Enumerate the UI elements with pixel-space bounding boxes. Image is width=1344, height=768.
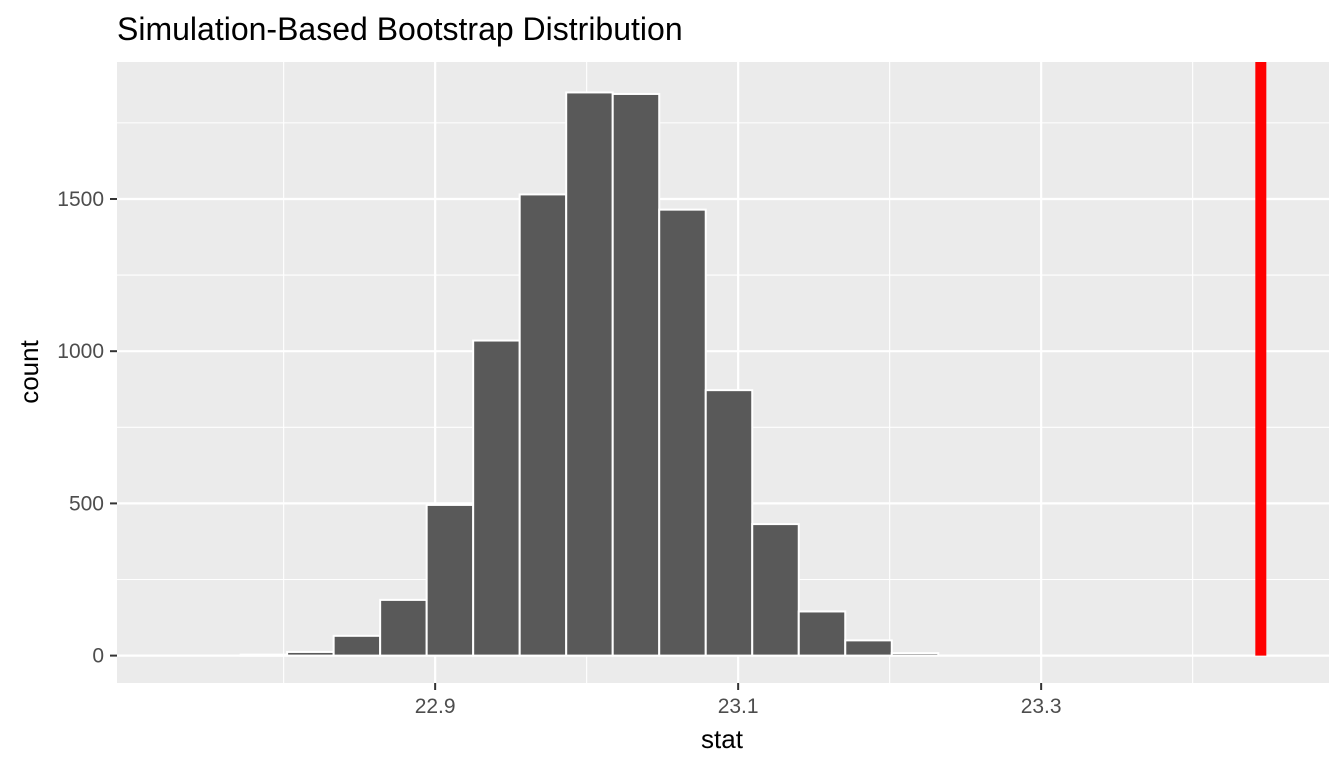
histogram-bar <box>518 193 568 657</box>
histogram-bar <box>704 389 754 657</box>
y-axis: 0 500 1000 1500 <box>57 188 117 668</box>
histogram-bar <box>379 598 428 657</box>
histogram-bar <box>751 523 800 657</box>
x-tick-label: 23.1 <box>718 695 759 718</box>
histogram-bar <box>890 652 940 657</box>
histogram-bar <box>611 92 661 657</box>
histogram-bar <box>332 634 382 657</box>
y-axis-label: count <box>14 339 44 403</box>
histogram-bar <box>239 653 289 657</box>
histogram-bar <box>565 91 614 657</box>
histogram-bar <box>425 503 475 657</box>
y-tick-label: 0 <box>92 645 104 668</box>
x-tick-label: 22.9 <box>415 695 456 718</box>
histogram-bar <box>797 610 847 657</box>
histogram-bar <box>844 639 893 657</box>
y-tick-label: 1000 <box>57 340 104 363</box>
y-tick-label: 1500 <box>57 188 104 211</box>
chart-title: Simulation-Based Bootstrap Distribution <box>117 11 683 47</box>
x-tick-label: 23.3 <box>1021 695 1062 718</box>
histogram-bar <box>286 650 335 657</box>
x-axis-label: stat <box>701 724 744 754</box>
histogram-bar <box>472 339 521 657</box>
x-axis: 22.9 23.1 23.3 <box>415 683 1062 718</box>
y-tick-label: 500 <box>69 492 104 515</box>
histogram-bars <box>239 91 940 657</box>
histogram-bar <box>658 208 707 657</box>
